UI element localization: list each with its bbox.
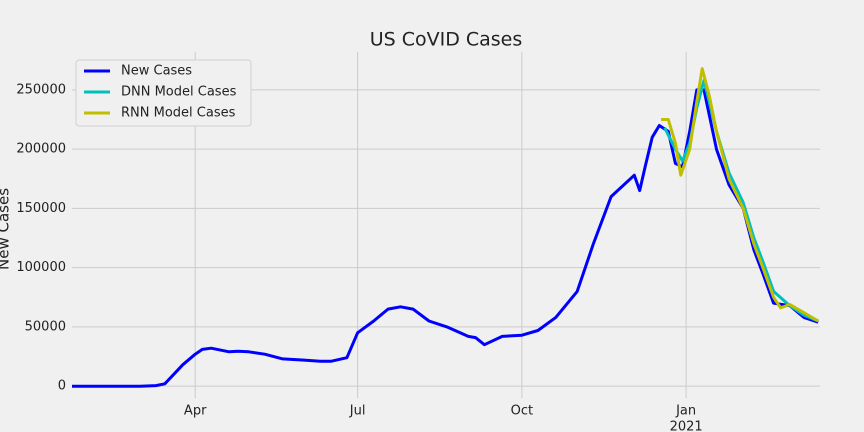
series-line [72,88,819,388]
y-tick-label: 250000 [16,82,66,97]
y-tick-label: 0 [58,379,66,394]
y-tick-label: 150000 [16,201,66,216]
series-line [661,67,819,323]
legend-box [75,59,252,127]
x-tick-label: Jan [675,404,696,419]
legend-label: RNN Model Cases [121,106,236,121]
legend-label: DNN Model Cases [121,85,237,100]
series-line [663,78,819,323]
y-tick-label: 100000 [16,260,66,275]
x-tick-label: Jul [349,404,366,419]
y-axis-label: New Cases [0,188,13,270]
x-tick-label: Apr [184,404,207,419]
legend-label: New Cases [121,64,192,79]
x-tick-year-label: 2021 [670,420,703,432]
chart-title: US CoVID Cases [370,29,523,51]
y-tick-label: 200000 [16,142,66,157]
x-tick-label: Oct [511,404,533,419]
y-tick-label: 50000 [25,319,66,334]
